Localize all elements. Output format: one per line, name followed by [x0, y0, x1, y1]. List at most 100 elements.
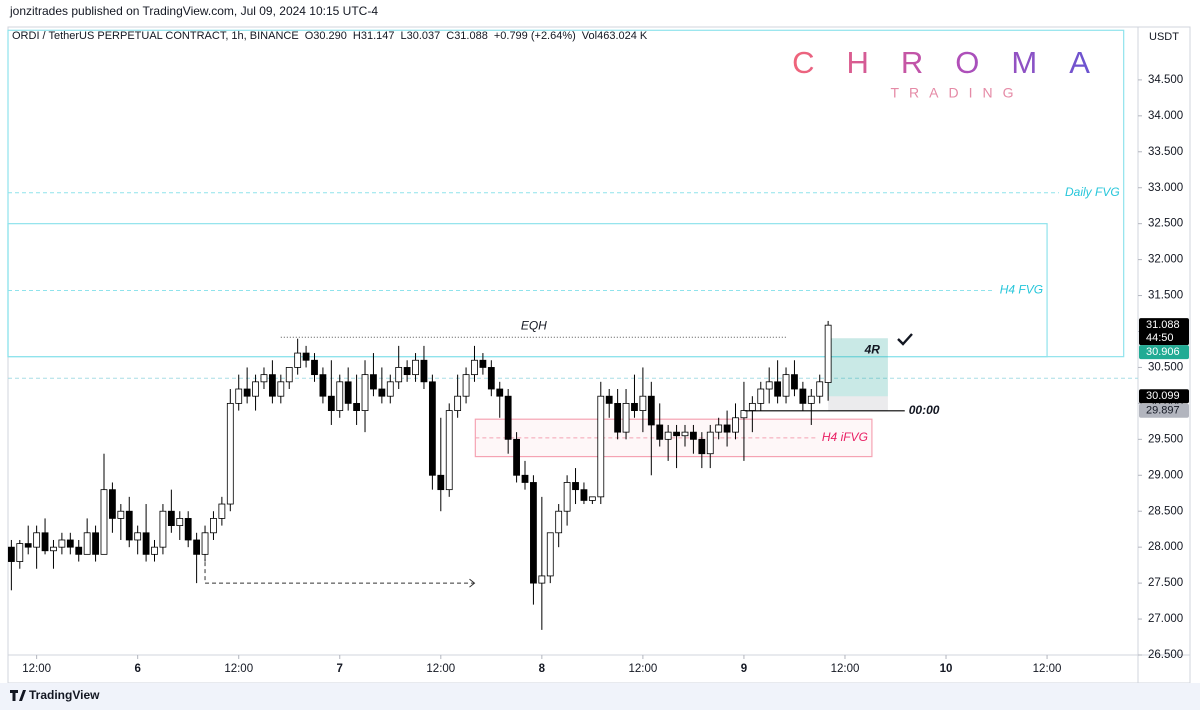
session-label: 00:00: [909, 403, 940, 417]
candle-body: [370, 374, 377, 390]
candle-body: [521, 474, 529, 483]
candle-body: [243, 388, 251, 397]
candle-body: [428, 381, 436, 476]
candle-body: [117, 510, 125, 519]
candle-body: [167, 510, 175, 527]
candle-body: [765, 381, 773, 390]
x-tick-label: 8: [539, 663, 546, 675]
legend-value: Vol463.024 K: [582, 30, 648, 42]
currency: USDT: [1149, 31, 1179, 43]
candle-body: [572, 482, 579, 491]
logo-title: CHROMA: [792, 45, 1122, 80]
candle-body: [159, 510, 167, 548]
y-tick-label: 33.000: [1148, 182, 1183, 194]
y-tick-label: 33.500: [1148, 146, 1183, 158]
legend-value: H31.147: [353, 30, 395, 42]
x-tick-label: 12:00: [426, 663, 455, 675]
footer-bar: [0, 683, 1200, 710]
candle-body: [774, 381, 782, 397]
candle-body: [294, 352, 302, 368]
candle-body: [496, 388, 504, 397]
y-tick-label: 27.500: [1148, 577, 1183, 589]
candle-body: [445, 410, 453, 491]
candle-body: [327, 395, 335, 411]
position-target: [828, 338, 888, 397]
legend-value: O30.290: [305, 30, 347, 42]
candle-body: [454, 395, 462, 411]
candle-body: [268, 374, 276, 397]
candle-body: [698, 438, 706, 455]
candle-body: [563, 482, 571, 512]
candle-body: [134, 532, 142, 541]
candle-body: [277, 381, 285, 397]
candle-body: [479, 359, 487, 368]
candle-body: [715, 424, 723, 433]
candle-body: [252, 381, 259, 397]
x-tick-label: 7: [337, 663, 343, 675]
candle-body: [748, 402, 756, 411]
candle-body: [799, 388, 807, 404]
x-tick-label: 6: [134, 663, 140, 675]
candle-body: [555, 510, 563, 534]
candle-body: [100, 489, 108, 555]
candle-body: [597, 395, 605, 498]
x-tick-label: 12:00: [1033, 663, 1062, 675]
x-tick-label: 12:00: [628, 663, 657, 675]
candle-body: [530, 482, 537, 584]
candle-body: [24, 543, 32, 548]
x-tick-label: 12:00: [224, 663, 253, 675]
candle-body: [319, 374, 327, 397]
candle-body: [58, 539, 66, 548]
candle-body: [706, 431, 714, 455]
x-tick-label: 12:00: [831, 663, 860, 675]
candle-body: [740, 410, 748, 419]
candle-body: [184, 518, 192, 541]
candle-body: [353, 402, 360, 411]
candle-body: [504, 395, 512, 440]
candle-body: [218, 503, 226, 519]
candle-body: [462, 374, 470, 397]
candle-body: [7, 546, 15, 562]
candle-body: [673, 431, 680, 437]
candle-body: [41, 532, 49, 552]
candle-body: [546, 532, 554, 577]
eqh-label: EQH: [521, 318, 547, 332]
position-label: 4R: [864, 342, 881, 356]
candle-body: [344, 381, 352, 404]
candle-body: [16, 543, 24, 562]
candle-body: [588, 496, 596, 501]
candle-body: [437, 474, 445, 491]
candle-body: [757, 388, 765, 404]
position-stop: [828, 396, 888, 411]
candle-body: [723, 424, 731, 433]
candle-body: [142, 532, 150, 555]
price-tag: [1139, 318, 1189, 346]
legend: ORDI / TetherUS PERPETUAL CONTRACT, 1h, …: [12, 30, 648, 42]
price-tag-label: 30.099: [1146, 390, 1180, 402]
candle-body: [210, 518, 217, 534]
y-tick-label: 26.500: [1148, 649, 1183, 661]
y-tick-label: 27.000: [1148, 613, 1183, 625]
x-tick-label: 12:00: [22, 663, 51, 675]
candle-body: [782, 374, 790, 397]
candle-body: [386, 381, 394, 397]
arrow-line: [204, 555, 475, 584]
candle-body: [66, 539, 74, 548]
candle-body: [193, 539, 201, 555]
candle-body: [538, 575, 546, 584]
checkmark: [897, 333, 913, 346]
candle-body: [302, 352, 310, 361]
candle-body: [109, 489, 116, 519]
candle-body: [75, 546, 83, 555]
legend-value: L30.037: [400, 30, 440, 42]
legend-value: C31.088: [446, 30, 488, 42]
y-tick-label: 29.500: [1148, 433, 1183, 445]
brand-icon: [10, 690, 26, 701]
candle-body: [580, 489, 588, 501]
price-tag-label: 29.897: [1146, 405, 1180, 417]
y-tick-label: 31.500: [1148, 290, 1183, 302]
candle-body: [336, 381, 344, 411]
y-tick-label: 32.500: [1148, 218, 1183, 230]
candle-body: [622, 402, 630, 433]
candle-body: [226, 402, 234, 505]
